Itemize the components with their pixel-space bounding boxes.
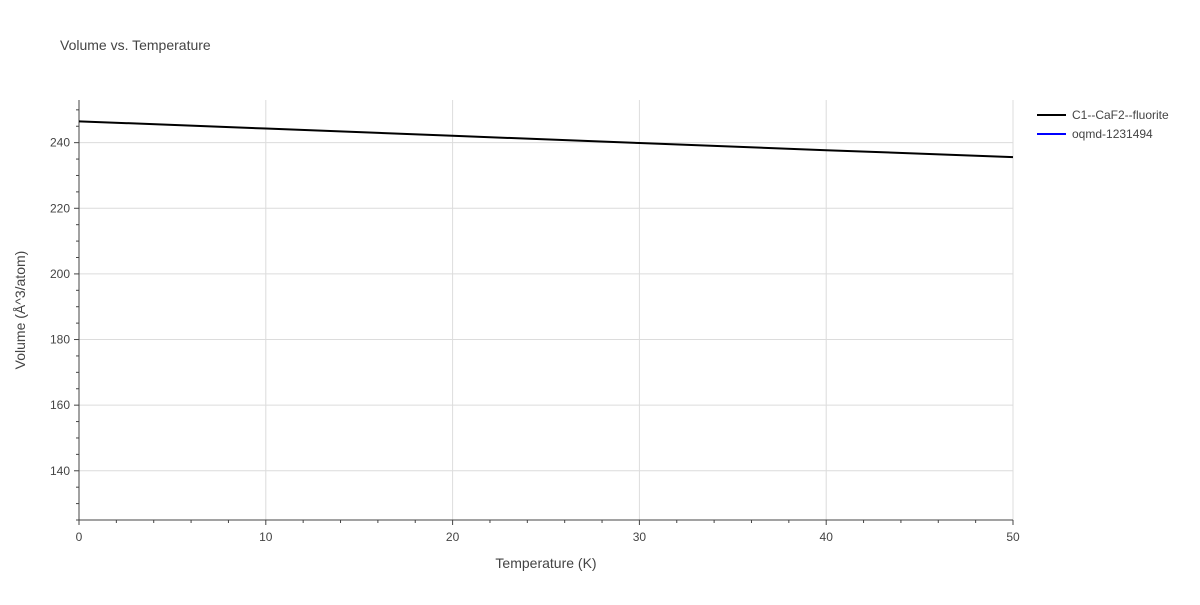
y-tick-label: 200 xyxy=(50,267,70,281)
y-tick-label: 240 xyxy=(50,136,70,150)
grid xyxy=(79,100,1014,520)
legend-item-1[interactable]: C1--CaF2--fluorite xyxy=(1037,108,1169,122)
y-tick-label: 140 xyxy=(50,464,70,478)
y-tick-label: 220 xyxy=(50,201,70,215)
chart-title: Volume vs. Temperature xyxy=(60,37,211,53)
y-tick-label: 180 xyxy=(50,333,70,347)
x-axis-title: Temperature (K) xyxy=(495,555,596,571)
y-tick-label: 160 xyxy=(50,398,70,412)
x-tick-label: 10 xyxy=(259,530,273,544)
x-tick-label: 30 xyxy=(633,530,647,544)
axes: 0 10 20 30 40 50 140 160 180 200 220 240 xyxy=(50,100,1020,544)
legend-label: oqmd-1231494 xyxy=(1072,127,1153,141)
y-axis-title: Volume (Å^3/atom) xyxy=(12,251,28,370)
series-line-1 xyxy=(78,120,1014,159)
x-tick-label: 40 xyxy=(820,530,834,544)
legend[interactable]: C1--CaF2--fluorite oqmd-1231494 xyxy=(1037,108,1169,141)
x-tick-label: 0 xyxy=(76,530,83,544)
series-layer xyxy=(78,120,1014,159)
x-tick-label: 20 xyxy=(446,530,460,544)
legend-label: C1--CaF2--fluorite xyxy=(1072,108,1169,122)
legend-item-2[interactable]: oqmd-1231494 xyxy=(1037,127,1153,141)
x-tick-label: 50 xyxy=(1006,530,1020,544)
